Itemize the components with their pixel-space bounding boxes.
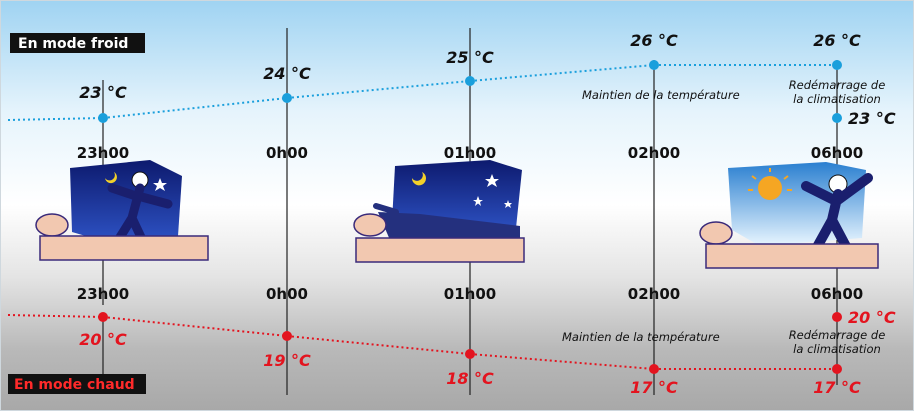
hot-restart-note-line1: Redémarrage de <box>789 328 886 342</box>
hot-temp-label: 18 °C <box>446 369 494 388</box>
cold-point <box>649 60 659 70</box>
time-label-bottom: 06h00 <box>811 285 863 303</box>
cold-line-start <box>7 117 104 121</box>
cold-restart-note-line2: la climatisation <box>793 92 881 106</box>
hot-point <box>282 331 292 341</box>
cold-restart-temp: 23 °C <box>848 109 896 128</box>
time-label-bottom: 01h00 <box>444 285 496 303</box>
hot-point <box>832 364 842 374</box>
hot-temp-label: 17 °C <box>813 378 861 397</box>
person-going-to-bed-icon <box>35 160 209 261</box>
hot-restart-note-line2: la climatisation <box>793 342 881 356</box>
hot-mode-series: 20 °C 19 °C 18 °C 17 °C 17 °C 20 °C <box>7 308 896 397</box>
cold-line-segment <box>469 64 655 82</box>
cold-temp-label: 24 °C <box>263 64 311 83</box>
hot-line-segment <box>469 353 655 370</box>
cold-line-segment <box>286 80 471 99</box>
cold-restart-note-line1: Redémarrage de <box>789 78 886 92</box>
hot-point <box>465 349 475 359</box>
time-label-top: 02h00 <box>628 144 680 162</box>
cold-mode-tag-bg <box>10 33 145 53</box>
cold-temp-label: 26 °C <box>630 31 678 50</box>
time-label-bottom: 02h00 <box>628 285 680 303</box>
time-label-top: 01h00 <box>444 144 496 162</box>
cold-temp-label: 23 °C <box>79 83 127 102</box>
person-waking-icon <box>699 162 879 269</box>
cold-point <box>465 76 475 86</box>
time-labels-top: 23h00 0h00 01h00 02h00 06h00 <box>77 144 863 162</box>
cold-line-segment <box>102 97 288 119</box>
hot-line-segment <box>286 335 471 355</box>
hot-temp-label: 17 °C <box>630 378 678 397</box>
cold-point <box>832 60 842 70</box>
cold-maintain-note: Maintien de la température <box>582 88 740 102</box>
time-label-bottom: 23h00 <box>77 285 129 303</box>
cold-temp-label: 26 °C <box>813 31 861 50</box>
hot-temp-label: 19 °C <box>263 351 311 370</box>
cold-point <box>282 93 292 103</box>
person-sleeping-icon <box>353 160 525 263</box>
cold-point <box>98 113 108 123</box>
hot-point <box>649 364 659 374</box>
hot-maintain-note: Maintien de la température <box>562 330 720 344</box>
cold-mode-tag: En mode froid <box>18 36 128 52</box>
cold-mode-series: 23 °C 24 °C 25 °C 26 °C 26 °C 23 °C <box>7 31 896 128</box>
hot-point <box>98 312 108 322</box>
time-labels-bottom: 23h00 0h00 01h00 02h00 06h00 <box>77 285 863 303</box>
hot-restart-temp: 20 °C <box>848 308 896 327</box>
time-label-top: 23h00 <box>77 144 129 162</box>
time-label-top: 0h00 <box>266 144 308 162</box>
hot-line-start <box>7 314 104 318</box>
hot-mode-tag: En mode chaud <box>14 377 135 393</box>
hot-mode-tag-bg <box>8 374 146 394</box>
time-label-bottom: 0h00 <box>266 285 308 303</box>
hot-temp-label: 20 °C <box>79 330 127 349</box>
hot-line-segment <box>102 316 288 337</box>
time-label-top: 06h00 <box>811 144 863 162</box>
cold-temp-label: 25 °C <box>446 48 494 67</box>
hot-restart-point <box>832 312 842 322</box>
cold-restart-point <box>832 113 842 123</box>
